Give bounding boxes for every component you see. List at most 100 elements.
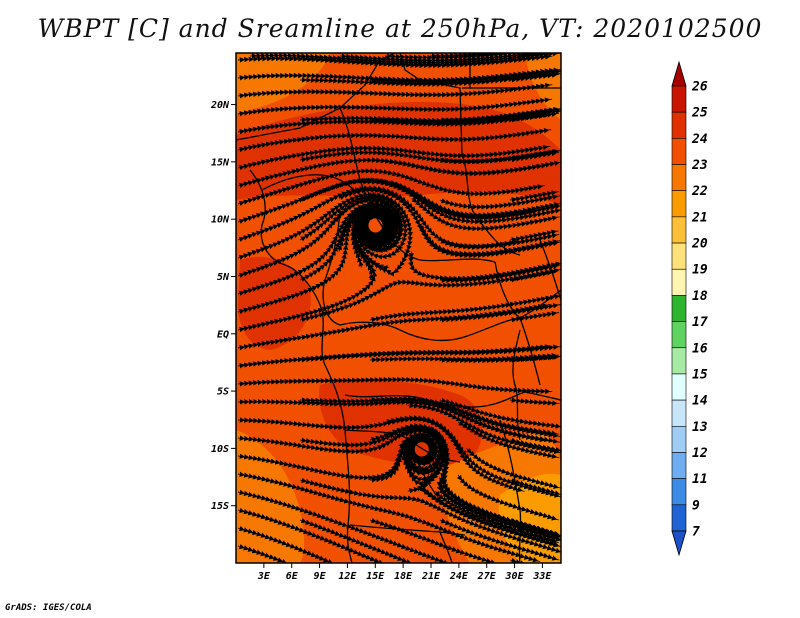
border-tanzania <box>524 391 561 401</box>
lon-tick-label: 12E <box>338 571 357 582</box>
lat-tick-label: EQ <box>217 329 229 340</box>
lon-tick-label: 27E <box>477 571 497 582</box>
colorbar-swatch <box>671 111 687 139</box>
lon-tick-label: 6E <box>286 571 299 582</box>
lon-tick-label: 18E <box>394 571 413 582</box>
colorbar-label: 17 <box>692 315 708 330</box>
colorbar-label: 20 <box>691 237 708 252</box>
colorbar-top-arrow <box>671 60 687 87</box>
lat-tick-label: 15S <box>211 501 229 512</box>
colorbar-label: 11 <box>692 472 708 487</box>
streamlines <box>237 53 561 563</box>
border-botswana <box>439 531 453 563</box>
colorbar-swatch <box>671 347 687 375</box>
west-coastline <box>249 169 353 563</box>
streamline <box>509 397 560 406</box>
colorbar-swatch <box>671 478 687 506</box>
colorbar-swatch <box>671 242 687 270</box>
streamline <box>509 72 560 83</box>
lon-tick-label: 21E <box>421 571 441 582</box>
colorbar-label: 23 <box>691 158 708 173</box>
colorbar-label: 15 <box>692 367 708 382</box>
streamline <box>237 376 553 395</box>
streamline <box>509 478 561 496</box>
border-angola <box>344 429 461 463</box>
lake-shore <box>512 329 521 441</box>
border-zambia <box>409 439 501 518</box>
streamline <box>509 437 561 453</box>
streamline <box>237 82 553 99</box>
colorbar-swatch <box>671 373 687 401</box>
colorbar-label: 13 <box>692 420 708 435</box>
border-namibia <box>349 524 466 536</box>
longitude-axis: 3E 6E 9E 12E 15E 18E 21E 24E 27E 30E 33E <box>257 563 552 582</box>
border-cameroon <box>322 209 341 326</box>
streamline <box>299 177 561 221</box>
colorbar-label: 12 <box>692 446 708 461</box>
streamline <box>237 128 552 153</box>
colorbar-swatch <box>671 164 687 192</box>
border-congo <box>339 317 521 342</box>
grads-credit: GrADS: IGES/COLA <box>5 603 92 613</box>
colorbar-label: 18 <box>692 289 708 304</box>
streamline <box>509 354 560 363</box>
lat-tick-label: 10N <box>211 215 230 226</box>
streamline <box>439 518 560 561</box>
map-frame <box>235 52 562 564</box>
border-car <box>374 214 496 263</box>
border-eastafrica <box>494 261 541 386</box>
streamline <box>439 303 561 323</box>
country-borders <box>236 53 561 563</box>
colorbar-label: 14 <box>692 394 708 409</box>
streamline <box>237 543 288 563</box>
lon-tick-label: 30E <box>505 571 525 582</box>
streamline <box>351 207 393 281</box>
lat-tick-label: 5N <box>217 272 230 283</box>
streamline <box>509 518 561 537</box>
colorbar-swatch <box>671 452 687 479</box>
streamline <box>519 53 559 59</box>
streamline <box>509 229 559 243</box>
colorbar-label: 19 <box>692 263 708 278</box>
lon-tick-label: 3E <box>257 571 271 582</box>
streamline <box>509 190 559 203</box>
border-kenya <box>519 289 561 319</box>
colorbar-bottom-arrow <box>671 530 687 557</box>
lat-tick-label: 15N <box>211 157 230 168</box>
colorbar-label: 24 <box>691 132 708 147</box>
colorbar-label: 25 <box>691 106 708 121</box>
lon-tick-label: 24E <box>449 571 469 582</box>
border-mozambique <box>499 419 522 563</box>
border-sahel <box>261 174 376 211</box>
lon-tick-label: 15E <box>366 571 385 582</box>
lon-tick-label: 9E <box>314 571 327 582</box>
colorbar-swatch <box>671 504 687 532</box>
latitude-axis: 20N 15N 10N 5N EQ 5S 10S 15S <box>210 100 236 512</box>
lat-tick-label: 10S <box>211 444 229 455</box>
colorbar-label: 16 <box>692 341 708 356</box>
colorbar-label: 26 <box>691 80 708 95</box>
colorbar-swatch <box>671 295 687 322</box>
colorbar-swatch <box>671 268 687 296</box>
colorbar-label: 22 <box>691 184 708 199</box>
streamline <box>474 53 527 59</box>
colorbar-swatch <box>671 138 687 165</box>
colorbar-swatch <box>671 425 687 453</box>
streamline <box>439 67 561 83</box>
colorbar-label: 9 <box>692 498 700 513</box>
streamline <box>509 150 559 163</box>
border-north-2 <box>399 53 463 156</box>
lat-tick-label: 20N <box>210 100 230 111</box>
streamline <box>369 432 438 483</box>
colorbar: 26 25 24 23 22 21 20 19 18 17 16 15 14 13 12 11 9 7 <box>671 60 708 557</box>
colorbar-swatch <box>671 321 687 349</box>
lat-tick-label: 5S <box>217 387 229 398</box>
border-east-coast <box>539 239 561 301</box>
colorbar-swatch <box>671 399 687 427</box>
colorbar-swatch <box>671 85 687 113</box>
lon-tick-label: 33E <box>532 571 552 582</box>
streamline <box>299 268 561 323</box>
colorbar-label: 21 <box>691 210 708 225</box>
chart-title: WBPT [C] and Sreamline at 250hPa, VT: 20… <box>37 14 763 43</box>
temperature-field <box>236 53 561 563</box>
